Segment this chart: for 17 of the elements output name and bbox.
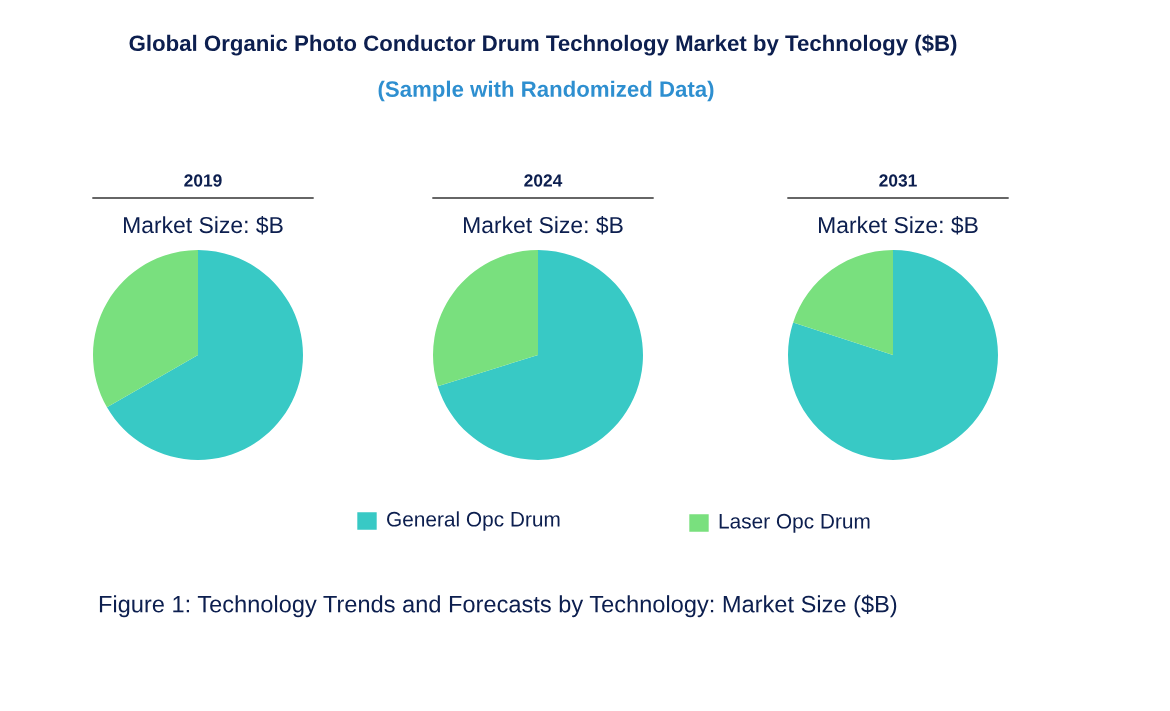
legend-label: Laser Opc Drum [719,513,870,533]
chart-subtitle: Market Size: $B [464,215,623,235]
pie-slice [433,250,538,387]
text: (Sample with Randomized Data) [378,80,714,102]
pie-slice [106,250,303,460]
legend-label: General Opc Drum [387,511,560,531]
text: Global Organic Photo Conductor Drum Technology Market by Technology ($B) [129,34,957,56]
pie-slice [788,250,998,460]
chart-title: 2024 [524,174,563,187]
pie-slice [437,250,643,460]
chart-title: 2031 [879,174,917,187]
chart-subtitle: Market Size: $B [819,215,978,235]
caption: Figure 1: Technology Trends and Forecasts by Technology: Market Size ($B) [99,594,897,618]
pie-slice [93,250,198,408]
chart-title: 2019 [184,174,222,187]
pie-slice [793,250,893,355]
chart-subtitle: Market Size: $B [124,215,283,235]
